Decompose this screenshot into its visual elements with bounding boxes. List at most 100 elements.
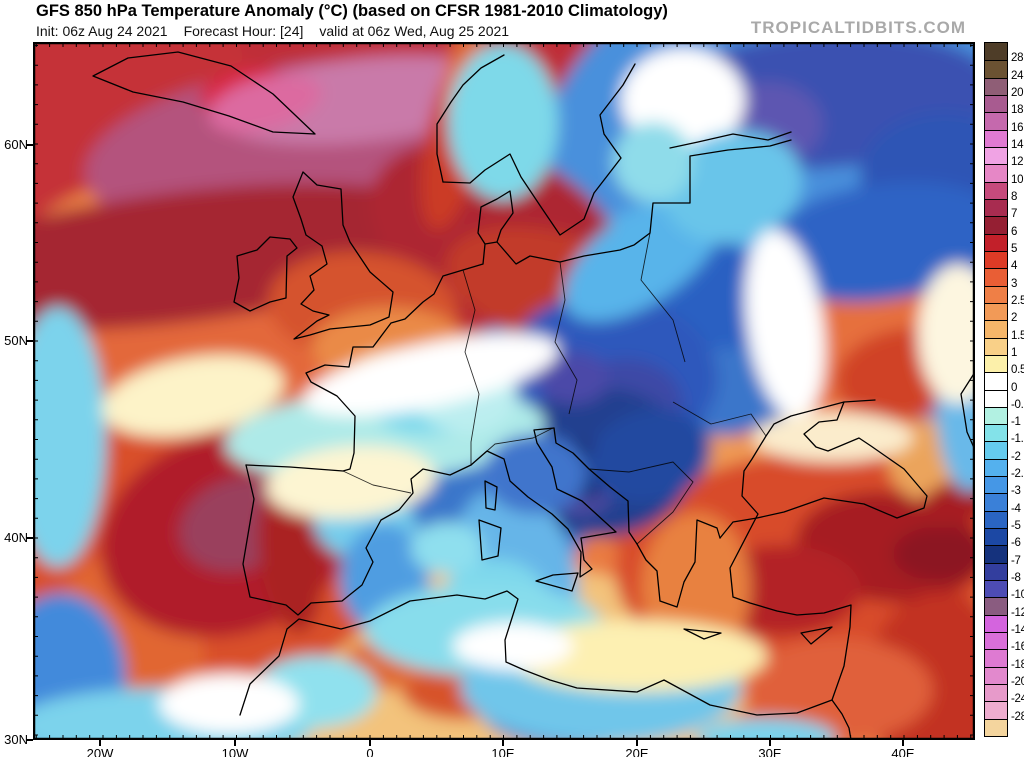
anomaly-map-svg[interactable] bbox=[33, 42, 975, 740]
colorbar-cell bbox=[985, 354, 1007, 373]
lon-tick bbox=[769, 740, 771, 746]
colorbar-divider bbox=[985, 389, 1007, 391]
colorbar-cell bbox=[985, 216, 1007, 235]
coast-blacksea bbox=[719, 399, 928, 539]
colorbar-divider bbox=[985, 528, 1007, 530]
colorbar-divider bbox=[985, 198, 1007, 200]
coast-corsica bbox=[484, 480, 498, 511]
anomaly-blob bbox=[258, 483, 322, 633]
colorbar-label-16: 16 bbox=[1011, 121, 1024, 134]
colorbar-label-20: 20 bbox=[1011, 86, 1024, 99]
colorbar-divider bbox=[985, 510, 1007, 512]
anomaly-blob bbox=[537, 352, 609, 404]
colorbar-label--6: -6 bbox=[1011, 537, 1021, 550]
lat-tick bbox=[26, 144, 33, 146]
lat-label-60N: 60N bbox=[4, 137, 28, 152]
lat-tick bbox=[26, 537, 33, 539]
colorbar-label-2.5: 2.5 bbox=[1011, 294, 1024, 307]
lon-label-0: 0 bbox=[366, 746, 374, 757]
anomaly-blob bbox=[893, 526, 975, 582]
map-canvas[interactable] bbox=[33, 42, 975, 740]
colorbar-divider bbox=[985, 285, 1007, 287]
colorbar-cell bbox=[985, 77, 1007, 96]
colorbar-cell bbox=[985, 441, 1007, 460]
lon-label-20E: 20E bbox=[625, 746, 649, 757]
init-time: Init: 06z Aug 24 2021 bbox=[36, 23, 168, 39]
lon-tick bbox=[902, 740, 904, 746]
colorbar-label--18: -18 bbox=[1011, 658, 1024, 671]
colorbar-label-6: 6 bbox=[1011, 225, 1018, 238]
lon-label-10E: 10E bbox=[491, 746, 515, 757]
colorbar-divider bbox=[985, 684, 1007, 686]
lat-tick bbox=[26, 340, 33, 342]
colorbar-label--5: -5 bbox=[1011, 520, 1021, 533]
coast-adriatic-greece bbox=[553, 427, 721, 608]
lat-label-50N: 50N bbox=[4, 333, 28, 348]
colorbar-label-10: 10 bbox=[1011, 173, 1024, 186]
colorbar-cell bbox=[985, 718, 1007, 737]
colorbar-divider bbox=[985, 441, 1007, 443]
colorbar-divider bbox=[985, 320, 1007, 322]
coast-ireland bbox=[233, 236, 298, 312]
colorbar-cell bbox=[985, 43, 1007, 61]
anomaly-blob bbox=[696, 718, 836, 740]
lon-tick bbox=[636, 740, 638, 746]
coast-iberia bbox=[242, 464, 472, 616]
coast-sweden bbox=[442, 63, 636, 236]
lon-tick bbox=[99, 740, 101, 746]
colorbar-divider bbox=[985, 562, 1007, 564]
colorbar-label-28: 28 bbox=[1011, 52, 1024, 65]
colorbar-label-8: 8 bbox=[1011, 190, 1018, 203]
colorbar-divider bbox=[985, 146, 1007, 148]
colorbar-divider bbox=[985, 129, 1007, 131]
colorbar-label--28: -28 bbox=[1011, 710, 1024, 723]
colorbar-label--20: -20 bbox=[1011, 676, 1024, 689]
colorbar-divider bbox=[985, 614, 1007, 616]
colorbar-divider bbox=[985, 476, 1007, 478]
degree-tick bbox=[33, 42, 975, 740]
colorbar-cell bbox=[985, 181, 1007, 200]
colorbar-divider bbox=[985, 580, 1007, 582]
colorbar-cell bbox=[985, 268, 1007, 287]
lon-label-20W: 20W bbox=[86, 746, 114, 757]
coast-cyprus bbox=[800, 626, 833, 645]
coast-caspian bbox=[960, 371, 975, 451]
colorbar-divider bbox=[985, 60, 1007, 62]
lon-label-40E: 40E bbox=[891, 746, 915, 757]
colorbar-label--2: -2 bbox=[1011, 450, 1021, 463]
coast-crete bbox=[683, 628, 722, 640]
watermark-tropicaltidbits: TROPICALTIDBITS.COM bbox=[750, 18, 966, 37]
lon-tick bbox=[234, 740, 236, 746]
anomaly-blob bbox=[588, 408, 712, 504]
anomaly-blob bbox=[411, 522, 483, 574]
colorbar-label--4: -4 bbox=[1011, 502, 1021, 515]
coast-italy bbox=[470, 427, 617, 578]
colorbar-cell bbox=[985, 129, 1007, 148]
coast-nile bbox=[831, 699, 852, 740]
colorbar-label-1.5: 1.5 bbox=[1011, 329, 1024, 342]
colorbar-cell bbox=[985, 493, 1007, 512]
colorbar-label-24: 24 bbox=[1011, 69, 1024, 82]
colorbar-cell bbox=[985, 614, 1007, 633]
colorbar-divider bbox=[985, 632, 1007, 634]
colorbar-label-14: 14 bbox=[1011, 138, 1024, 151]
lon-label-10W: 10W bbox=[221, 746, 249, 757]
colorbar-divider bbox=[985, 233, 1007, 235]
colorbar-divider bbox=[985, 77, 1007, 79]
anomaly-blob bbox=[102, 355, 284, 437]
colorbar-divider bbox=[985, 302, 1007, 304]
colorbar-cell bbox=[985, 164, 1007, 183]
colorbar-cell bbox=[985, 233, 1007, 252]
colorbar-cell bbox=[985, 337, 1007, 356]
colorbar-label--16: -16 bbox=[1011, 641, 1024, 654]
colorbar-cell bbox=[985, 198, 1007, 217]
valid-time: valid at 06z Wed, Aug 25 2021 bbox=[319, 23, 510, 39]
colorbar-cell bbox=[985, 60, 1007, 79]
colorbar-divider bbox=[985, 458, 1007, 460]
anomaly-blob bbox=[453, 622, 573, 670]
colorbar-label-0: 0 bbox=[1011, 381, 1018, 394]
colorbar-label--2.5: -2.5 bbox=[1011, 468, 1024, 481]
colorbar-cell bbox=[985, 285, 1007, 304]
anomaly-blob bbox=[918, 264, 975, 404]
